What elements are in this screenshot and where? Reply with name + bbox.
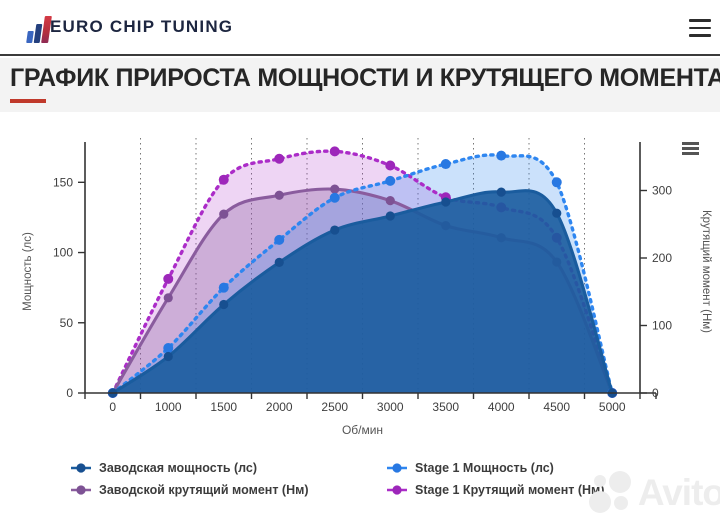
legend-label: Stage 1 Мощность (лс) <box>415 461 554 475</box>
y-right-axis-title: Крутящий момент (Нм) <box>700 210 712 333</box>
series-marker <box>329 146 340 157</box>
series-marker <box>551 177 562 188</box>
series-marker <box>163 343 174 354</box>
x-tick-label: 1500 <box>210 400 237 414</box>
legend-label: Заводской крутящий момент (Нм) <box>99 483 309 497</box>
y-left-tick-label: 0 <box>66 386 73 400</box>
title-accent-underline <box>10 99 46 103</box>
legend-item[interactable]: Заводская мощность (лс) <box>70 461 386 475</box>
legend-label: Заводская мощность (лс) <box>99 461 258 475</box>
y-right-tick-label: 200 <box>652 251 672 265</box>
page-title: ГРАФИК ПРИРОСТА МОЩНОСТИ И КРУТЯЩЕГО МОМ… <box>10 64 720 92</box>
series-marker <box>330 184 340 194</box>
series-marker <box>218 174 229 185</box>
series-marker <box>163 351 173 362</box>
series-marker <box>385 196 395 206</box>
legend-marker-icon <box>387 463 407 473</box>
series-marker <box>385 160 396 171</box>
series-marker <box>496 150 507 161</box>
chart-legend: Заводская мощность (лс) Stage 1 Мощность … <box>70 457 670 503</box>
series-marker <box>274 257 284 267</box>
series-marker <box>385 211 395 221</box>
x-tick-label: 2000 <box>266 400 293 414</box>
y-right-tick-label: 300 <box>652 184 672 198</box>
brand-name: EURO CHIP TUNING <box>50 17 234 36</box>
y-left-tick-label: 150 <box>53 175 73 189</box>
chart-context-menu-icon[interactable] <box>682 142 699 155</box>
x-tick-label: 0 <box>109 400 116 414</box>
brand-logo-bars-icon <box>26 13 52 43</box>
title-band: ГРАФИК ПРИРОСТА МОЩНОСТИ И КРУТЯЩЕГО МОМ… <box>0 58 720 112</box>
series-marker <box>330 225 340 235</box>
chart-canvas[interactable]: 0 1000 1500 2000 2500 3000 3500 4000 4500 5000Об/… <box>0 112 720 456</box>
x-tick-label: 1000 <box>155 400 182 414</box>
series-marker <box>552 208 562 218</box>
x-tick-label: 3500 <box>432 400 459 414</box>
series-marker <box>163 293 173 303</box>
y-left-tick-label: 50 <box>60 316 74 330</box>
x-tick-label: 2500 <box>321 400 348 414</box>
y-right-tick-label: 0 <box>652 386 659 400</box>
series-marker <box>274 153 285 164</box>
y-left-tick-label: 100 <box>53 246 73 260</box>
legend-marker-icon <box>387 485 407 495</box>
series-marker <box>441 197 451 207</box>
x-tick-label: 4500 <box>543 400 570 414</box>
legend-marker-icon <box>71 463 91 473</box>
series-marker <box>219 299 229 310</box>
legend-item[interactable]: Заводской крутящий момент (Нм) <box>70 483 386 497</box>
x-tick-label: 4000 <box>488 400 515 414</box>
series-marker <box>329 192 340 203</box>
series-marker <box>163 273 174 284</box>
series-marker <box>385 175 396 186</box>
logo-bar-small <box>26 31 34 43</box>
legend-item[interactable]: Stage 1 Крутящий момент (Нм) <box>386 483 670 497</box>
site-header: EURO CHIP TUNING <box>0 0 720 56</box>
legend-label: Stage 1 Крутящий момент (Нм) <box>415 483 605 497</box>
series-marker <box>274 190 284 200</box>
series-marker <box>218 282 229 293</box>
x-tick-label: 5000 <box>599 400 626 414</box>
hamburger-icon[interactable] <box>688 17 712 39</box>
series-marker <box>440 159 451 170</box>
y-left-axis-title: Мощность (лс) <box>22 232 34 311</box>
y-right-tick-label: 100 <box>652 319 672 333</box>
power-torque-chart[interactable]: 0 1000 1500 2000 2500 3000 3500 4000 4500 5000 Об/… <box>0 112 720 456</box>
legend-item[interactable]: Stage 1 Мощность (лс) <box>386 461 670 475</box>
legend-marker-icon <box>71 485 91 495</box>
x-tick-label: 3000 <box>377 400 404 414</box>
series-marker <box>219 209 229 219</box>
series-marker <box>274 234 285 245</box>
series-marker <box>496 187 506 197</box>
series-area <box>112 190 613 393</box>
x-axis-title: Об/мин <box>342 423 383 437</box>
